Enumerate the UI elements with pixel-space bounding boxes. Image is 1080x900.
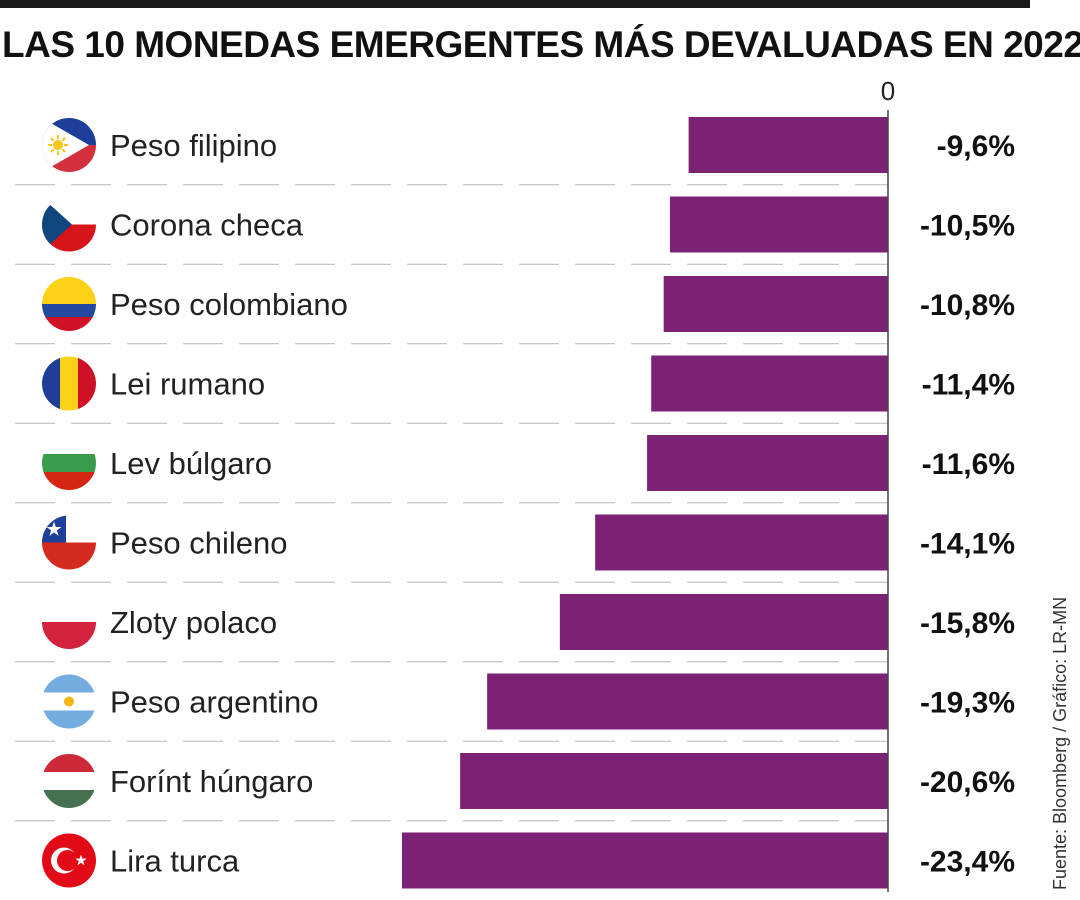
bar-9 xyxy=(402,833,888,889)
romania-flag-icon xyxy=(42,357,96,411)
bar-5 xyxy=(595,515,888,571)
argentina-flag-icon xyxy=(42,675,96,729)
bar-6 xyxy=(560,594,888,650)
top-rule xyxy=(0,0,1030,8)
chart-title: LAS 10 MONEDAS EMERGENTES MÁS DEVALUADAS… xyxy=(2,24,1080,66)
value-label: -11,4% xyxy=(922,369,1015,402)
bar-1 xyxy=(670,197,888,253)
category-label: Peso colombiano xyxy=(110,287,348,322)
value-label: -10,5% xyxy=(920,210,1015,243)
hungary-flag-icon xyxy=(42,754,96,808)
poland-flag-icon xyxy=(42,595,96,649)
category-label: Forínt húngaro xyxy=(110,764,313,799)
bar-8 xyxy=(460,753,888,809)
bar-7 xyxy=(487,674,888,730)
category-label: Peso chileno xyxy=(110,526,288,561)
source-note: Fuente: Bloomberg / Gráfico: LR-MN xyxy=(1050,597,1071,890)
bar-4 xyxy=(647,435,888,491)
category-label: Lira turca xyxy=(110,844,240,879)
bar-chart: Peso filipino Corona checa Peso colombiano… xyxy=(0,70,1040,900)
zero-tick-label: 0 xyxy=(881,76,895,106)
category-label: Peso argentino xyxy=(110,685,319,720)
bar-2 xyxy=(664,276,888,332)
philippines-flag-icon xyxy=(42,118,96,172)
category-label: Lev búlgaro xyxy=(110,446,272,481)
category-label: Corona checa xyxy=(110,208,304,243)
category-label: Peso filipino xyxy=(110,128,277,163)
value-label: -20,6% xyxy=(920,766,1015,799)
bar-3 xyxy=(651,356,888,412)
category-label: Lei rumano xyxy=(110,367,265,402)
value-label: -19,3% xyxy=(920,687,1015,720)
chile-flag-icon xyxy=(42,516,96,570)
category-label: Zloty polaco xyxy=(110,605,277,640)
turkey-flag-icon xyxy=(42,834,96,888)
value-label: -15,8% xyxy=(920,607,1015,640)
value-label: -10,8% xyxy=(920,289,1015,322)
value-labels: -9,6% -10,5% -10,8% -11,4% -11,6% -14,1% -15,8… xyxy=(920,130,1015,879)
bulgaria-flag-icon xyxy=(42,436,96,490)
value-label: -9,6% xyxy=(937,130,1015,163)
colombia-flag-icon xyxy=(42,277,96,331)
czech-flag-icon xyxy=(42,198,96,252)
value-label: -11,6% xyxy=(922,448,1015,481)
value-label: -23,4% xyxy=(920,846,1015,879)
bar-0 xyxy=(689,117,888,173)
value-label: -14,1% xyxy=(920,528,1015,561)
